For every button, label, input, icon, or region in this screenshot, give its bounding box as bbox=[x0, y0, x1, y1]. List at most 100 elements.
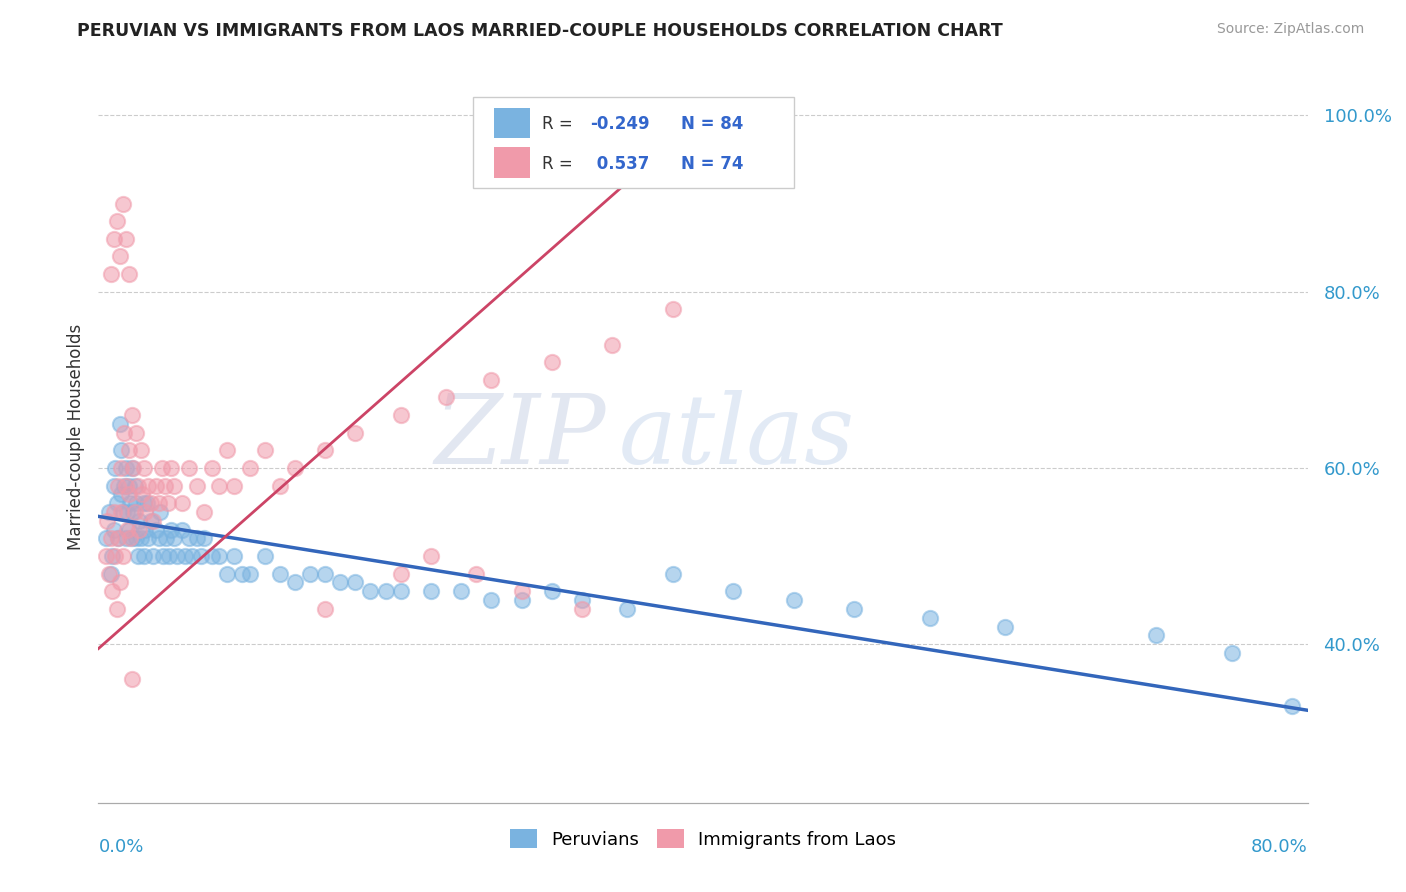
Point bbox=[420, 584, 443, 599]
Point bbox=[108, 417, 131, 431]
Point bbox=[434, 391, 457, 405]
Point bbox=[190, 549, 212, 563]
Point bbox=[173, 549, 195, 563]
Point bbox=[148, 496, 170, 510]
Point bbox=[389, 584, 412, 599]
Point bbox=[128, 514, 150, 528]
Point bbox=[121, 408, 143, 422]
Point bbox=[571, 602, 593, 616]
Point bbox=[155, 532, 177, 546]
Point bbox=[224, 549, 246, 563]
Point bbox=[111, 505, 134, 519]
Point bbox=[110, 487, 132, 501]
Point bbox=[142, 514, 165, 528]
Point bbox=[111, 549, 134, 563]
Point bbox=[128, 523, 150, 537]
Point bbox=[450, 584, 472, 599]
Point bbox=[107, 532, 129, 546]
Point bbox=[186, 478, 208, 492]
Point bbox=[103, 523, 125, 537]
Point bbox=[121, 673, 143, 687]
Point bbox=[115, 505, 138, 519]
Point bbox=[159, 549, 181, 563]
Point bbox=[131, 487, 153, 501]
Point bbox=[104, 461, 127, 475]
Point bbox=[918, 611, 941, 625]
Point bbox=[181, 549, 204, 563]
Point bbox=[314, 566, 336, 581]
Text: 0.0%: 0.0% bbox=[98, 838, 143, 855]
Point bbox=[602, 337, 624, 351]
Point bbox=[98, 566, 121, 581]
Text: N = 74: N = 74 bbox=[682, 154, 744, 173]
Point bbox=[108, 249, 131, 263]
Point bbox=[110, 443, 132, 458]
Point bbox=[110, 505, 132, 519]
Point bbox=[100, 566, 122, 581]
Point bbox=[389, 408, 412, 422]
Point bbox=[179, 532, 201, 546]
Text: 80.0%: 80.0% bbox=[1251, 838, 1308, 855]
FancyBboxPatch shape bbox=[474, 97, 793, 188]
Point bbox=[107, 532, 129, 546]
Text: N = 84: N = 84 bbox=[682, 115, 744, 133]
Point bbox=[510, 593, 533, 607]
Bar bbox=[494, 147, 530, 178]
Point bbox=[193, 505, 215, 519]
Point bbox=[1144, 628, 1167, 642]
Point bbox=[215, 443, 238, 458]
Point bbox=[510, 584, 533, 599]
Point bbox=[129, 443, 152, 458]
Point bbox=[661, 302, 683, 317]
Point bbox=[110, 461, 132, 475]
Point bbox=[127, 478, 149, 492]
Point bbox=[269, 566, 291, 581]
Point bbox=[114, 232, 136, 246]
Point bbox=[118, 443, 141, 458]
Point bbox=[105, 214, 128, 228]
Y-axis label: Married-couple Households: Married-couple Households bbox=[66, 324, 84, 550]
Point bbox=[150, 461, 173, 475]
Point bbox=[96, 514, 118, 528]
Point bbox=[571, 593, 593, 607]
Point bbox=[723, 584, 745, 599]
Point bbox=[284, 575, 307, 590]
Point bbox=[141, 496, 163, 510]
Point bbox=[193, 532, 215, 546]
Text: 0.537: 0.537 bbox=[591, 154, 650, 173]
Point bbox=[108, 575, 131, 590]
Point bbox=[101, 549, 124, 563]
Point bbox=[118, 487, 141, 501]
Point bbox=[170, 496, 193, 510]
Point bbox=[100, 532, 122, 546]
Point bbox=[121, 532, 143, 546]
Point bbox=[201, 461, 224, 475]
Point bbox=[1281, 698, 1303, 713]
Point bbox=[314, 443, 336, 458]
Point bbox=[360, 584, 382, 599]
Bar bbox=[494, 108, 530, 138]
Point bbox=[344, 575, 367, 590]
Point bbox=[224, 478, 246, 492]
Point bbox=[125, 532, 148, 546]
Point bbox=[118, 523, 141, 537]
Point bbox=[145, 478, 167, 492]
Legend: Peruvians, Immigrants from Laos: Peruvians, Immigrants from Laos bbox=[502, 822, 904, 856]
Point bbox=[135, 496, 157, 510]
Point bbox=[111, 196, 134, 211]
Point bbox=[374, 584, 396, 599]
Point bbox=[105, 602, 128, 616]
Point bbox=[149, 505, 172, 519]
Text: ZIP: ZIP bbox=[434, 390, 606, 484]
Point bbox=[163, 532, 186, 546]
Text: PERUVIAN VS IMMIGRANTS FROM LAOS MARRIED-COUPLE HOUSEHOLDS CORRELATION CHART: PERUVIAN VS IMMIGRANTS FROM LAOS MARRIED… bbox=[77, 22, 1002, 40]
Point bbox=[129, 532, 152, 546]
Point bbox=[269, 478, 291, 492]
Point bbox=[132, 496, 155, 510]
Point bbox=[103, 232, 125, 246]
Point bbox=[100, 267, 122, 281]
Point bbox=[215, 566, 238, 581]
Point bbox=[127, 549, 149, 563]
Point bbox=[239, 461, 262, 475]
Point bbox=[112, 478, 135, 492]
